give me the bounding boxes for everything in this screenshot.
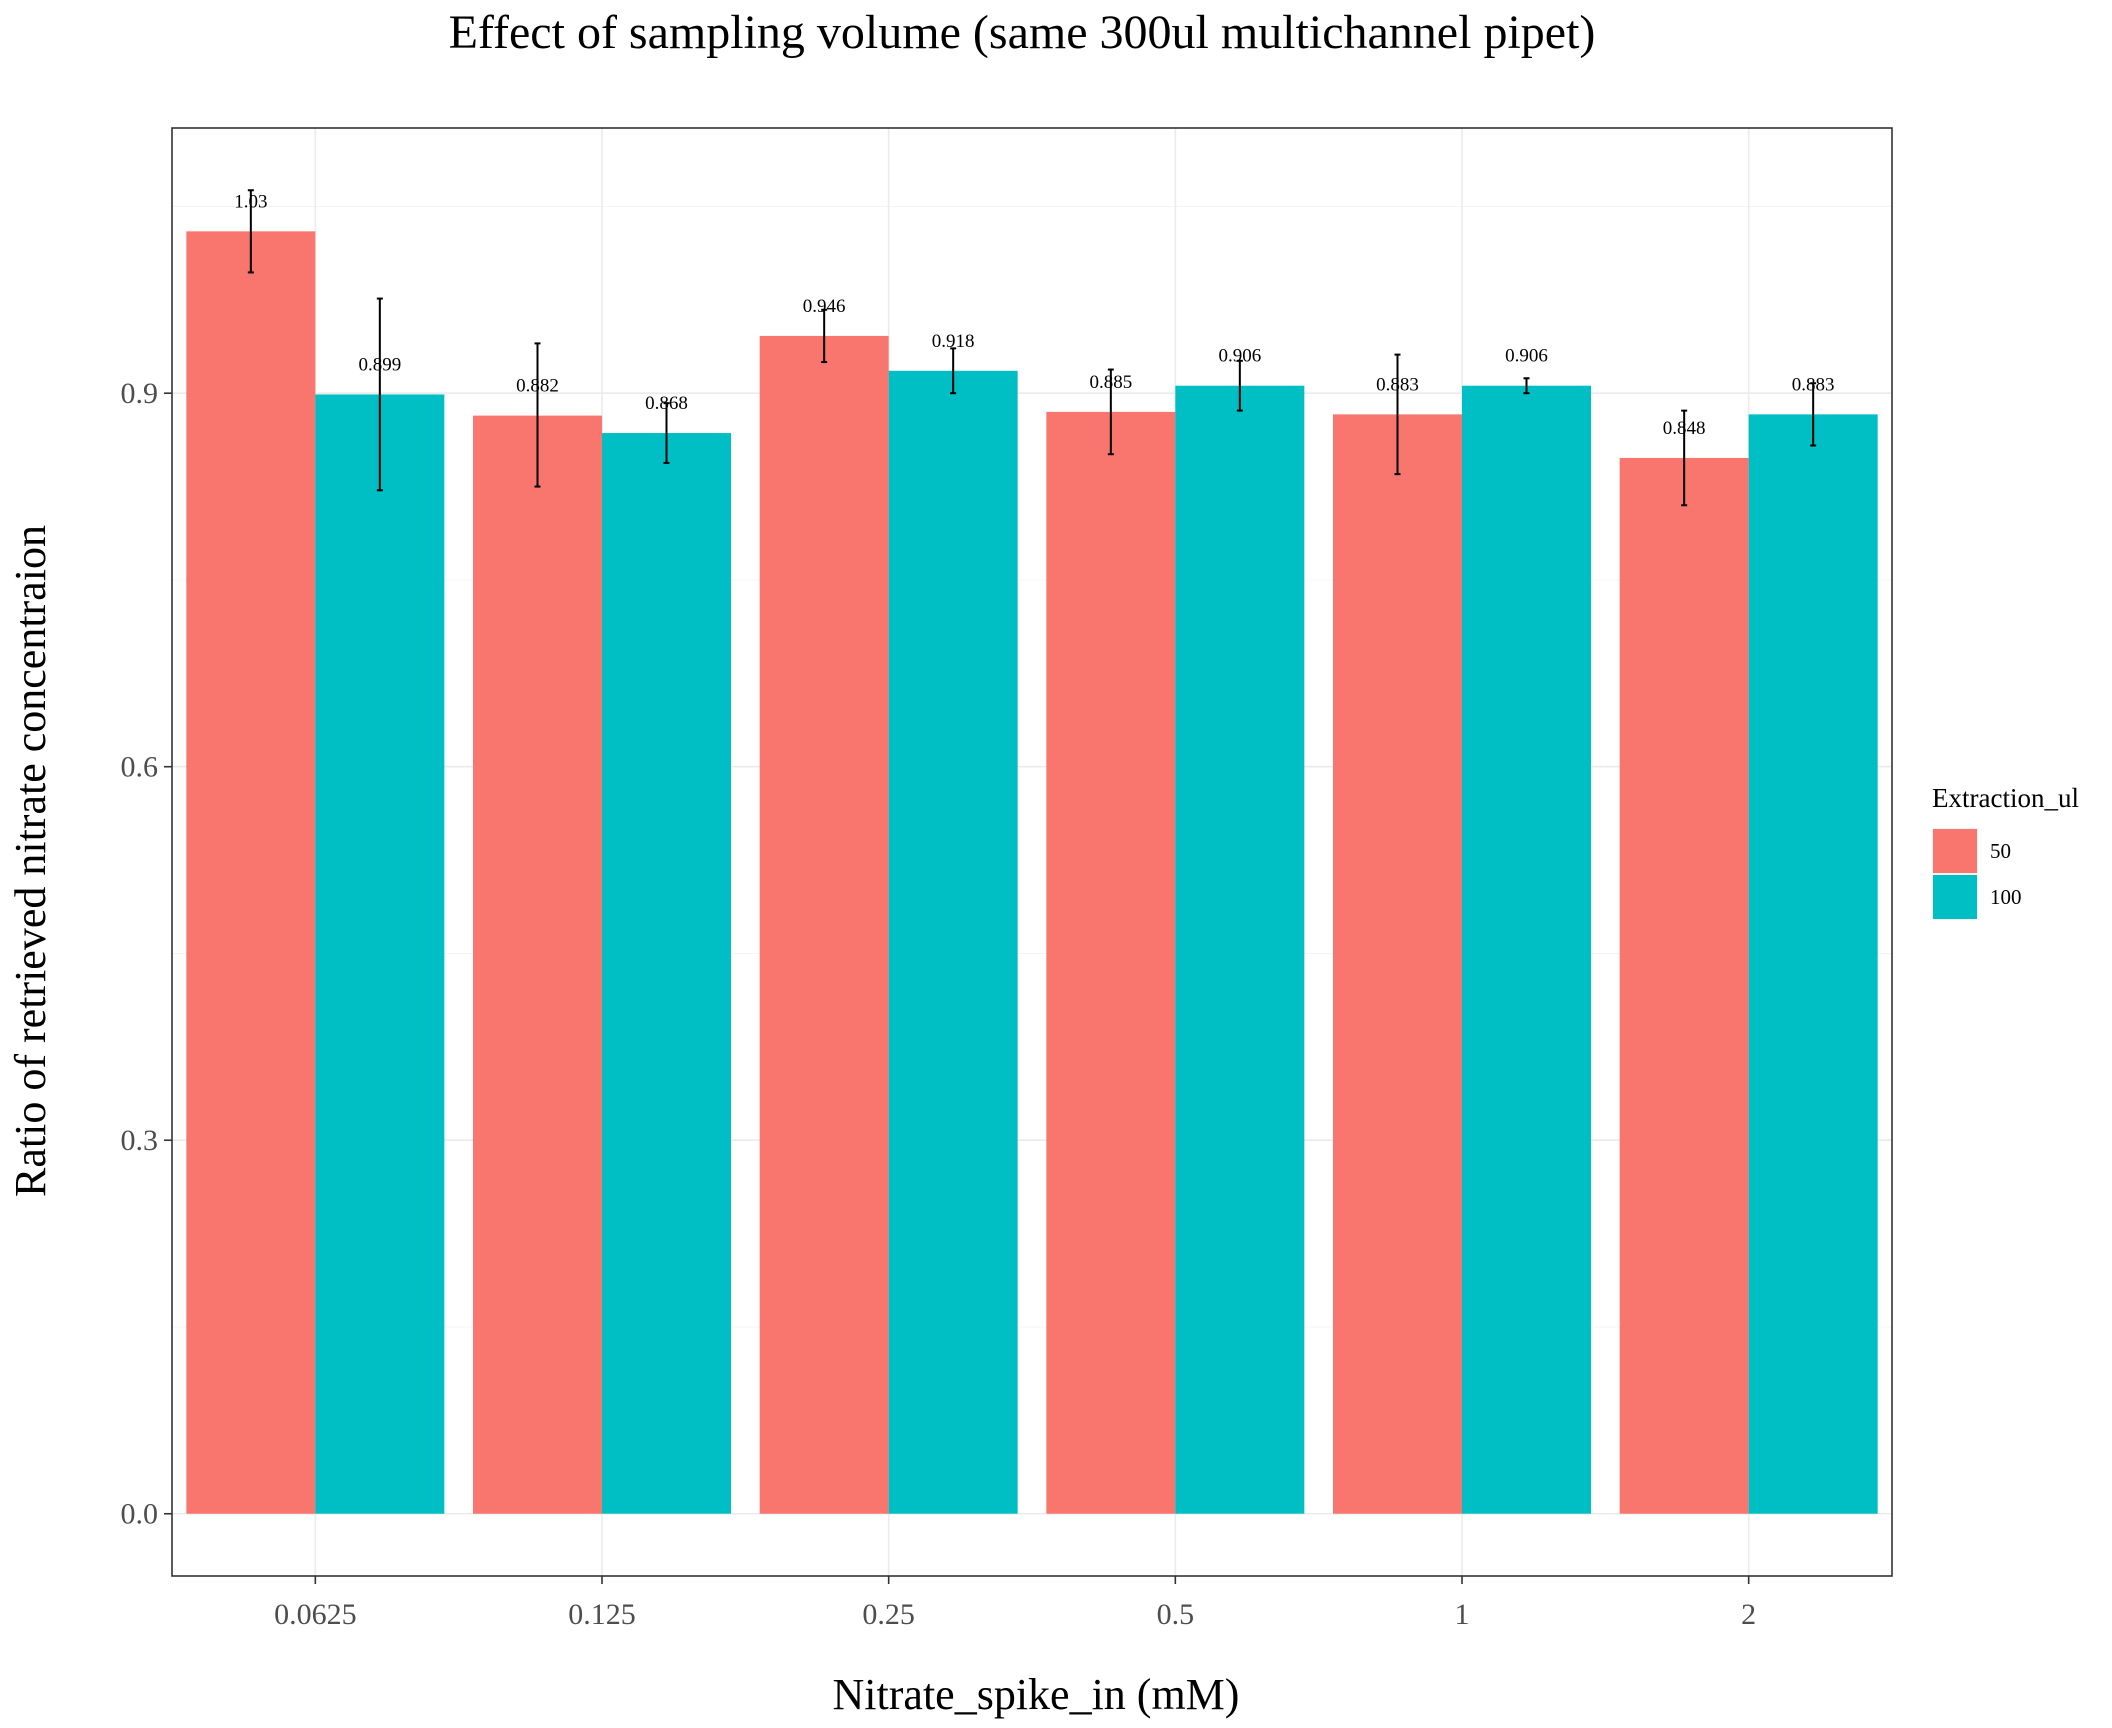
legend-item: 50 — [1932, 828, 2011, 874]
data-label: 0.899 — [358, 354, 401, 375]
data-label: 0.885 — [1089, 372, 1132, 393]
error-bar — [1107, 368, 1114, 456]
data-label: 0.883 — [1792, 374, 1835, 395]
error-bar — [1681, 409, 1688, 507]
error-bar — [247, 189, 254, 274]
data-label: 0.868 — [645, 393, 688, 414]
data-label: 0.848 — [1663, 418, 1706, 439]
error-bar — [1810, 382, 1817, 447]
bar — [315, 394, 445, 1514]
error-bar — [663, 402, 670, 464]
legend-title: Extraction_ul — [1932, 783, 2079, 813]
bar — [1748, 414, 1878, 1514]
x-tick-label: 0.5 — [1157, 1598, 1195, 1631]
data-label: 0.906 — [1505, 346, 1548, 367]
error-bar — [821, 308, 828, 364]
bar — [473, 415, 602, 1514]
bar — [1619, 457, 1749, 1514]
x-tick-label: 0.0625 — [274, 1598, 357, 1631]
chart-title: Effect of sampling volume (same 300ul mu… — [449, 6, 1596, 59]
error-bar — [376, 297, 383, 492]
bar — [888, 370, 1018, 1514]
x-tick-label: 2 — [1741, 1598, 1756, 1631]
bar — [1333, 414, 1462, 1514]
bar — [602, 433, 731, 1514]
bar — [186, 231, 316, 1514]
legend-label: 50 — [1990, 839, 2011, 863]
x-tick-label: 0.125 — [568, 1598, 636, 1631]
plot-background — [172, 128, 1892, 1576]
legend-key — [1933, 875, 1977, 919]
y-tick-label: 0.6 — [121, 751, 159, 784]
error-bar — [950, 347, 957, 395]
bar — [759, 335, 889, 1514]
legend-label: 100 — [1990, 885, 2022, 909]
error-bar — [1394, 353, 1401, 476]
y-tick-label: 0.9 — [121, 377, 159, 410]
data-label: 0.906 — [1218, 346, 1261, 367]
error-bar — [1523, 377, 1530, 395]
bar — [1046, 411, 1176, 1514]
error-bar — [534, 342, 541, 488]
data-label: 0.882 — [516, 376, 559, 397]
bar — [1462, 385, 1591, 1514]
error-bar — [1236, 359, 1243, 412]
data-label: 1.03 — [234, 191, 267, 212]
legend-item: 100 — [1932, 874, 2022, 920]
y-tick-label: 0.3 — [121, 1124, 159, 1157]
y-axis-title: Ratio of retrieved nitrate concentraion — [6, 525, 55, 1197]
x-axis-title: Nitrate_spike_in (mM) — [833, 1670, 1240, 1719]
legend-key — [1933, 829, 1977, 873]
data-label: 0.918 — [932, 331, 975, 352]
x-tick-label: 0.25 — [862, 1598, 915, 1631]
legend: Extraction_ul 50 100 — [1932, 783, 2079, 920]
plot-area: 1.03 0.882 0.946 0.885 0.883 0.848 0.899 0.868 0… — [121, 127, 1893, 1631]
bar — [1175, 385, 1305, 1514]
data-label: 0.946 — [803, 296, 846, 317]
data-label: 0.883 — [1376, 374, 1419, 395]
panel-border — [171, 127, 1893, 1577]
y-tick-label: 0.0 — [121, 1498, 159, 1531]
x-tick-label: 1 — [1455, 1598, 1470, 1631]
